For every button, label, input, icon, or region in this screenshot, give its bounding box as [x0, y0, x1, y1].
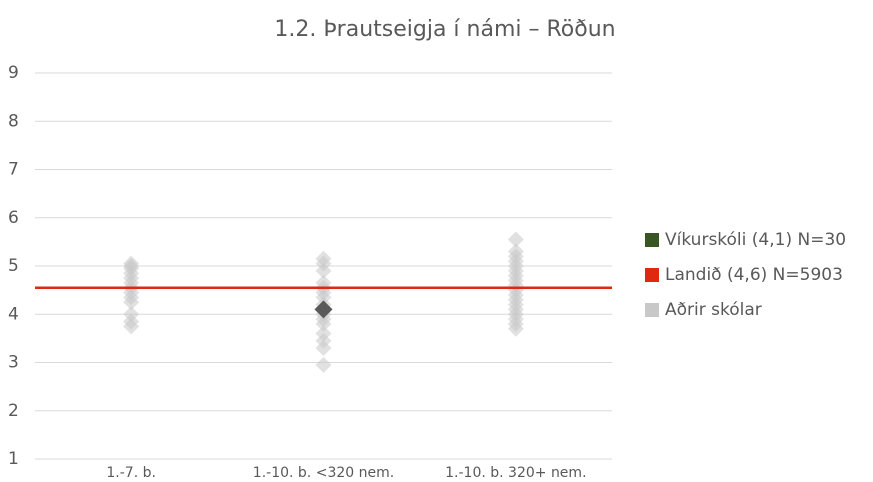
y-tick-label: 5 [8, 256, 19, 276]
y-tick-label: 2 [8, 401, 19, 421]
point [507, 231, 524, 248]
x-tick-label: 1.-10. b. 320+ nem. [445, 465, 586, 481]
x-tick-label: 1.-7. b. [106, 465, 156, 481]
legend-label: Víkurskóli (4,1) N=30 [665, 230, 846, 250]
point [315, 356, 332, 373]
y-tick-label: 9 [8, 63, 19, 83]
legend-swatch [645, 233, 659, 247]
point [315, 262, 332, 279]
point [507, 320, 524, 337]
y-tick-label: 6 [8, 208, 19, 228]
legend-swatch [645, 268, 659, 282]
y-tick-label: 1 [8, 449, 19, 469]
point [315, 340, 332, 357]
point [123, 294, 140, 311]
y-tick-label: 3 [8, 353, 19, 373]
legend-label: Landið (4,6) N=5903 [665, 265, 843, 285]
y-tick-label: 4 [8, 304, 19, 324]
point [315, 315, 332, 332]
legend-label: Aðrir skólar [665, 300, 762, 320]
y-tick-label: 8 [8, 111, 19, 131]
legend-swatch [645, 303, 659, 317]
chart-title: 1.2. Þrautseigja í námi – Röðun [274, 17, 615, 42]
x-tick-label: 1.-10. b. <320 nem. [253, 465, 394, 481]
point [123, 318, 140, 335]
point [314, 300, 333, 319]
y-tick-label: 7 [8, 160, 19, 180]
